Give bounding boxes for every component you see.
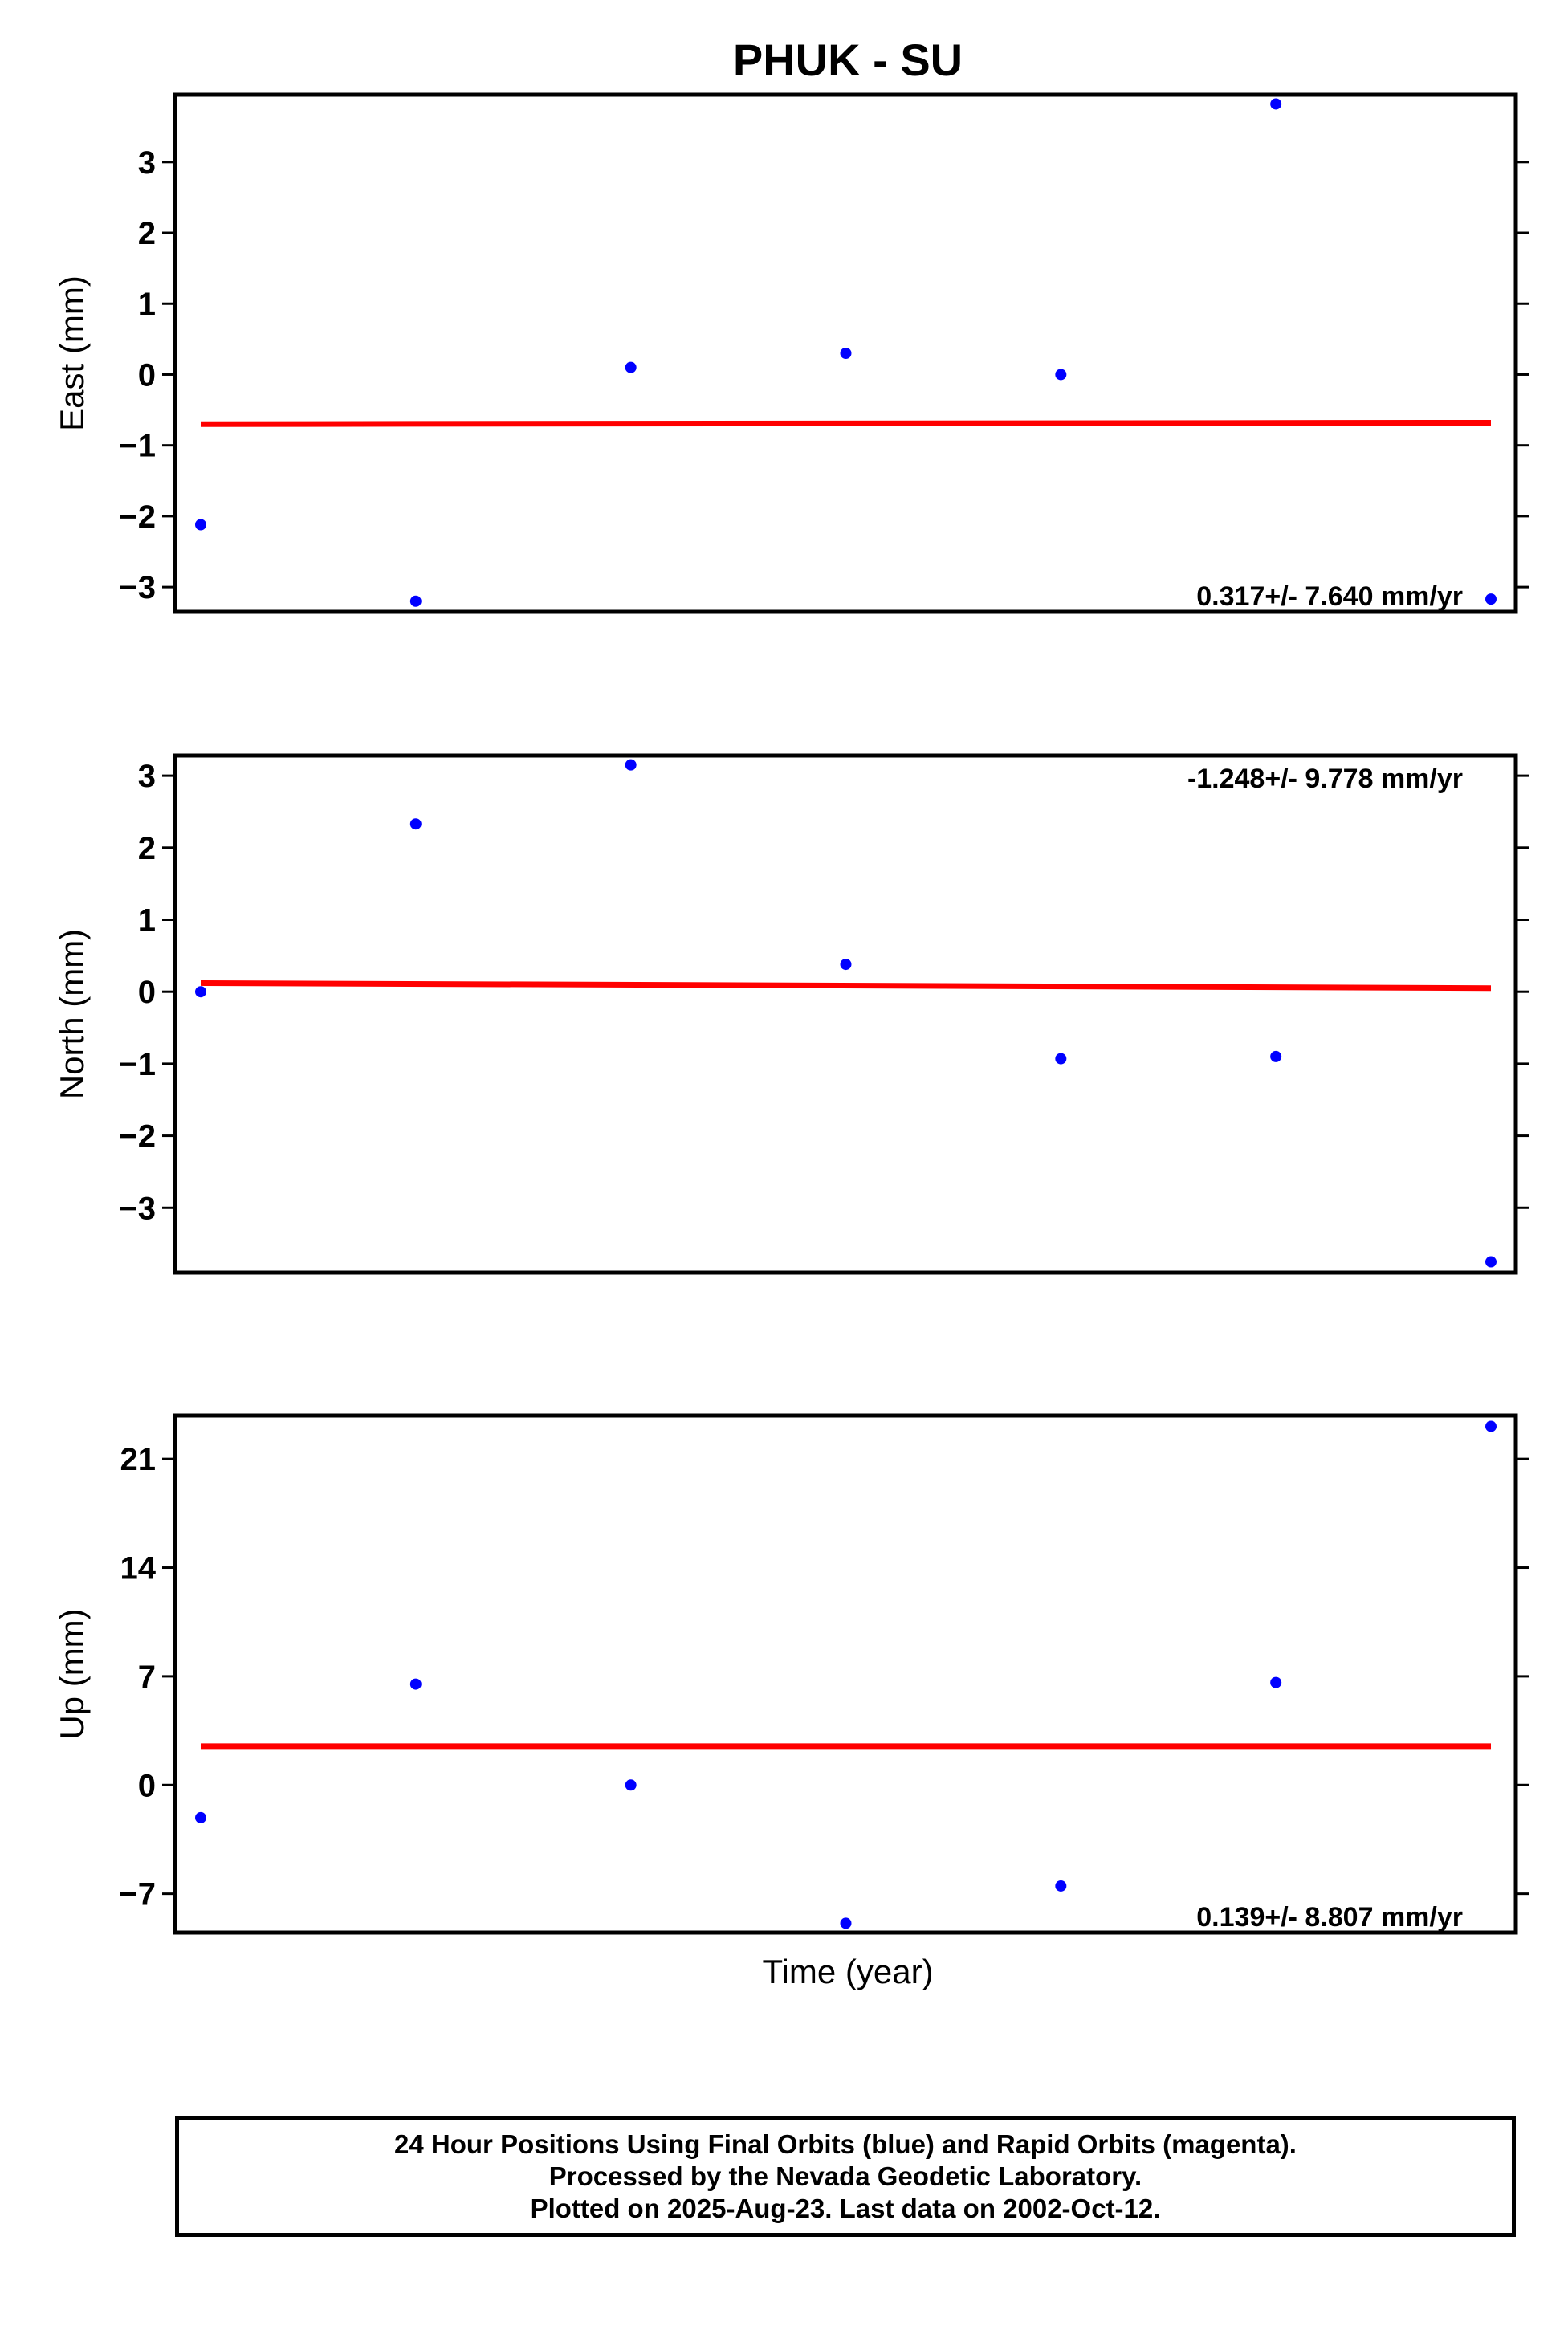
north-data-point bbox=[195, 986, 206, 998]
east-data-point bbox=[1055, 369, 1067, 381]
east-data-point bbox=[409, 595, 422, 607]
footer-line-3: Plotted on 2025-Aug-23. Last data on 200… bbox=[530, 2194, 1161, 2223]
north-ytick-label: −2 bbox=[119, 1119, 156, 1155]
north-data-point bbox=[1485, 1256, 1497, 1268]
up-data-point bbox=[1055, 1880, 1067, 1892]
east-ytick-label: −3 bbox=[119, 570, 156, 605]
footer-line-1: 24 Hour Positions Using Final Orbits (bl… bbox=[394, 2129, 1297, 2159]
up-ytick-label: 0 bbox=[138, 1768, 156, 1803]
east-ytick-label: 0 bbox=[138, 357, 156, 393]
east-data-point bbox=[195, 519, 206, 531]
north-data-point bbox=[409, 818, 422, 830]
up-data-point bbox=[625, 1779, 637, 1791]
x-axis-label: Time (year) bbox=[762, 1953, 934, 1990]
up-data-point bbox=[1270, 1676, 1282, 1688]
north-trend-line bbox=[200, 980, 1492, 992]
up-data-point bbox=[1485, 1420, 1497, 1432]
north-data-point bbox=[1270, 1050, 1282, 1062]
east-ytick-label: 1 bbox=[138, 287, 156, 322]
east-trend-line bbox=[200, 419, 1492, 427]
north-ytick-label: 0 bbox=[138, 975, 156, 1010]
up-ytick-label: 14 bbox=[120, 1551, 157, 1587]
east-rate-label: 0.317+/- 7.640 mm/yr bbox=[1196, 581, 1463, 612]
up-data-point bbox=[840, 1917, 852, 1929]
up-ytick-label: 21 bbox=[120, 1442, 157, 1477]
east-panel-frame bbox=[173, 92, 1518, 614]
up-ytick-label: −7 bbox=[119, 1877, 156, 1912]
up-panel-frame bbox=[173, 1413, 1518, 1935]
north-data-point bbox=[840, 959, 852, 971]
east-y-axis-label: East (mm) bbox=[53, 275, 91, 431]
north-panel-frame bbox=[173, 753, 1518, 1275]
north-ytick-label: −3 bbox=[119, 1191, 156, 1226]
north-ytick-label: −1 bbox=[119, 1047, 156, 1082]
east-data-point bbox=[1270, 98, 1282, 110]
east-ytick-label: 2 bbox=[138, 216, 156, 251]
footer-caption-box: 24 Hour Positions Using Final Orbits (bl… bbox=[175, 2116, 1516, 2237]
north-ytick-label: 2 bbox=[138, 831, 156, 866]
north-ytick-label: 1 bbox=[138, 903, 156, 939]
up-y-axis-label: Up (mm) bbox=[53, 1608, 91, 1739]
footer-line-2: Processed by the Nevada Geodetic Laborat… bbox=[548, 2161, 1142, 2191]
north-ytick-label: 3 bbox=[138, 759, 156, 794]
east-ytick-label: 3 bbox=[138, 145, 156, 181]
up-data-point bbox=[409, 1678, 422, 1690]
north-y-axis-label: North (mm) bbox=[53, 929, 91, 1099]
north-data-point bbox=[625, 759, 637, 771]
north-data-point bbox=[1055, 1053, 1067, 1065]
up-ytick-label: 7 bbox=[138, 1660, 156, 1695]
east-data-point bbox=[840, 348, 852, 359]
up-rate-label: 0.139+/- 8.807 mm/yr bbox=[1196, 1902, 1463, 1933]
east-data-point bbox=[1485, 593, 1497, 605]
east-ytick-label: −2 bbox=[119, 499, 156, 535]
chart-title: PHUK - SU bbox=[732, 35, 963, 85]
east-data-point bbox=[625, 361, 637, 373]
east-ytick-label: −1 bbox=[119, 429, 156, 464]
up-data-point bbox=[195, 1811, 206, 1823]
north-rate-label: -1.248+/- 9.778 mm/yr bbox=[1187, 764, 1463, 794]
